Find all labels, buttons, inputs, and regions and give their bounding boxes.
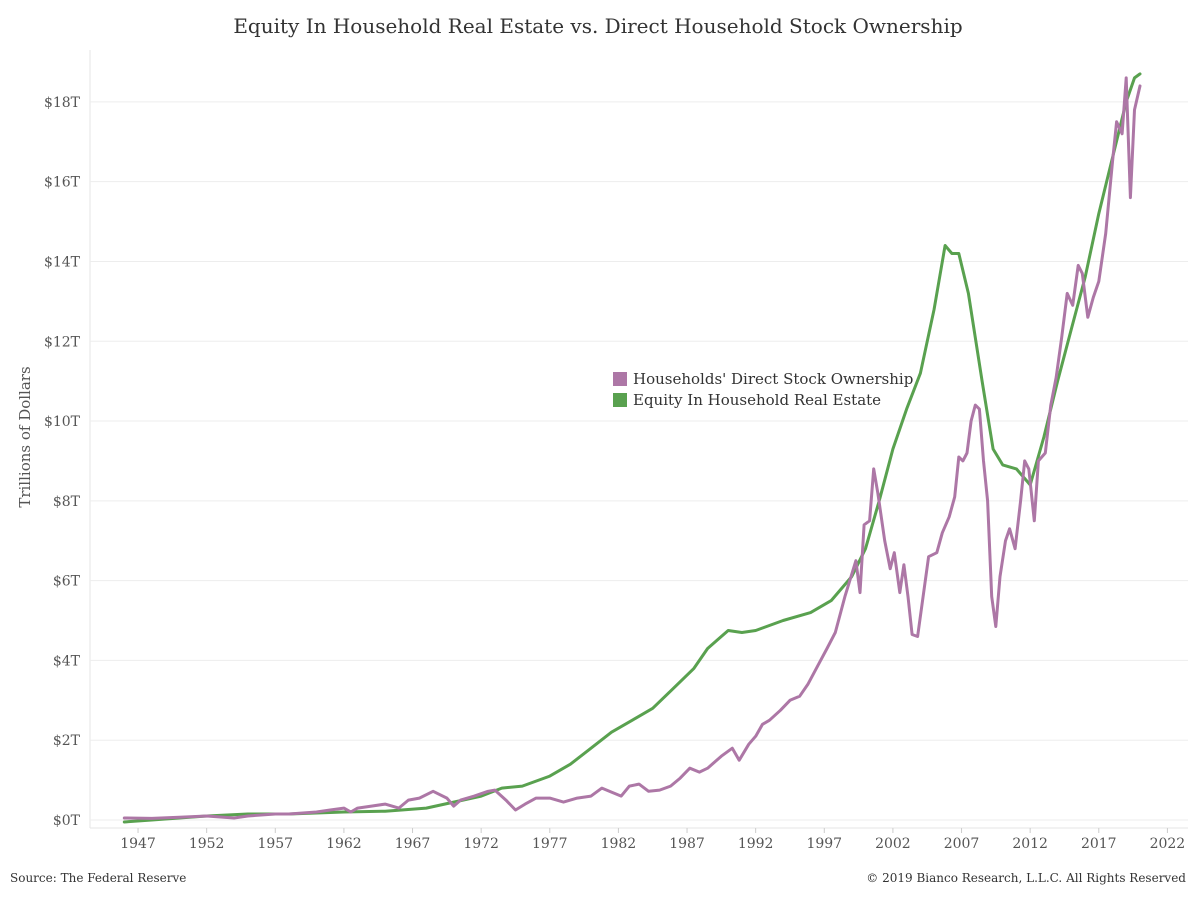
x-tick-label: 1972	[463, 836, 499, 852]
x-tick-label: 1977	[532, 836, 568, 852]
y-axis-ticks: $0T $2T $4T $6T $8T $10T $12T $14T $16T $18T	[44, 95, 81, 829]
x-axis-ticks: 1947 1952 1957 1962 1967 1972 1977 1982 1987 1992…	[120, 828, 1185, 852]
series-line-stock-ownership	[122, 76, 1142, 820]
y-tick-label: $14T	[44, 254, 81, 270]
x-tick-label: 1987	[669, 836, 705, 852]
x-tick-label: 1947	[120, 836, 156, 852]
x-tick-label: 1992	[738, 836, 774, 852]
x-tick-label: 1952	[189, 836, 225, 852]
y-axis-label: Trillions of Dollars	[16, 366, 34, 507]
y-tick-label: $6T	[53, 574, 81, 590]
legend-label: Equity In Household Real Estate	[633, 391, 881, 409]
y-tick-label: $2T	[53, 733, 81, 749]
copyright-note: © 2019 Bianco Research, L.L.C. All Right…	[866, 871, 1186, 885]
source-note: Source: The Federal Reserve	[10, 871, 186, 885]
x-tick-label: 1967	[395, 836, 431, 852]
y-tick-label: $16T	[44, 175, 81, 191]
y-tick-label: $18T	[44, 95, 81, 111]
x-tick-label: 1957	[257, 836, 293, 852]
y-tick-label: $8T	[53, 494, 81, 510]
x-tick-label: 2007	[944, 836, 980, 852]
y-tick-label: $12T	[44, 334, 81, 350]
legend: Households' Direct Stock Ownership Equity…	[613, 370, 913, 409]
x-tick-label: 2002	[875, 836, 911, 852]
grid-lines	[89, 50, 1188, 829]
x-tick-label: 1962	[326, 836, 362, 852]
x-tick-label: 2022	[1150, 836, 1186, 852]
x-tick-label: 1982	[601, 836, 637, 852]
y-tick-label: $10T	[44, 414, 81, 430]
legend-swatch	[613, 393, 627, 407]
y-tick-label: $0T	[53, 813, 81, 829]
legend-label: Households' Direct Stock Ownership	[633, 370, 913, 388]
series-line-real-estate-equity	[122, 72, 1142, 824]
x-tick-label: 1997	[806, 836, 842, 852]
x-tick-label: 2017	[1081, 836, 1117, 852]
x-tick-label: 2012	[1012, 836, 1048, 852]
series-lines	[122, 72, 1142, 824]
chart-title: Equity In Household Real Estate vs. Dire…	[233, 14, 962, 38]
legend-swatch	[613, 372, 627, 386]
y-tick-label: $4T	[53, 653, 81, 669]
